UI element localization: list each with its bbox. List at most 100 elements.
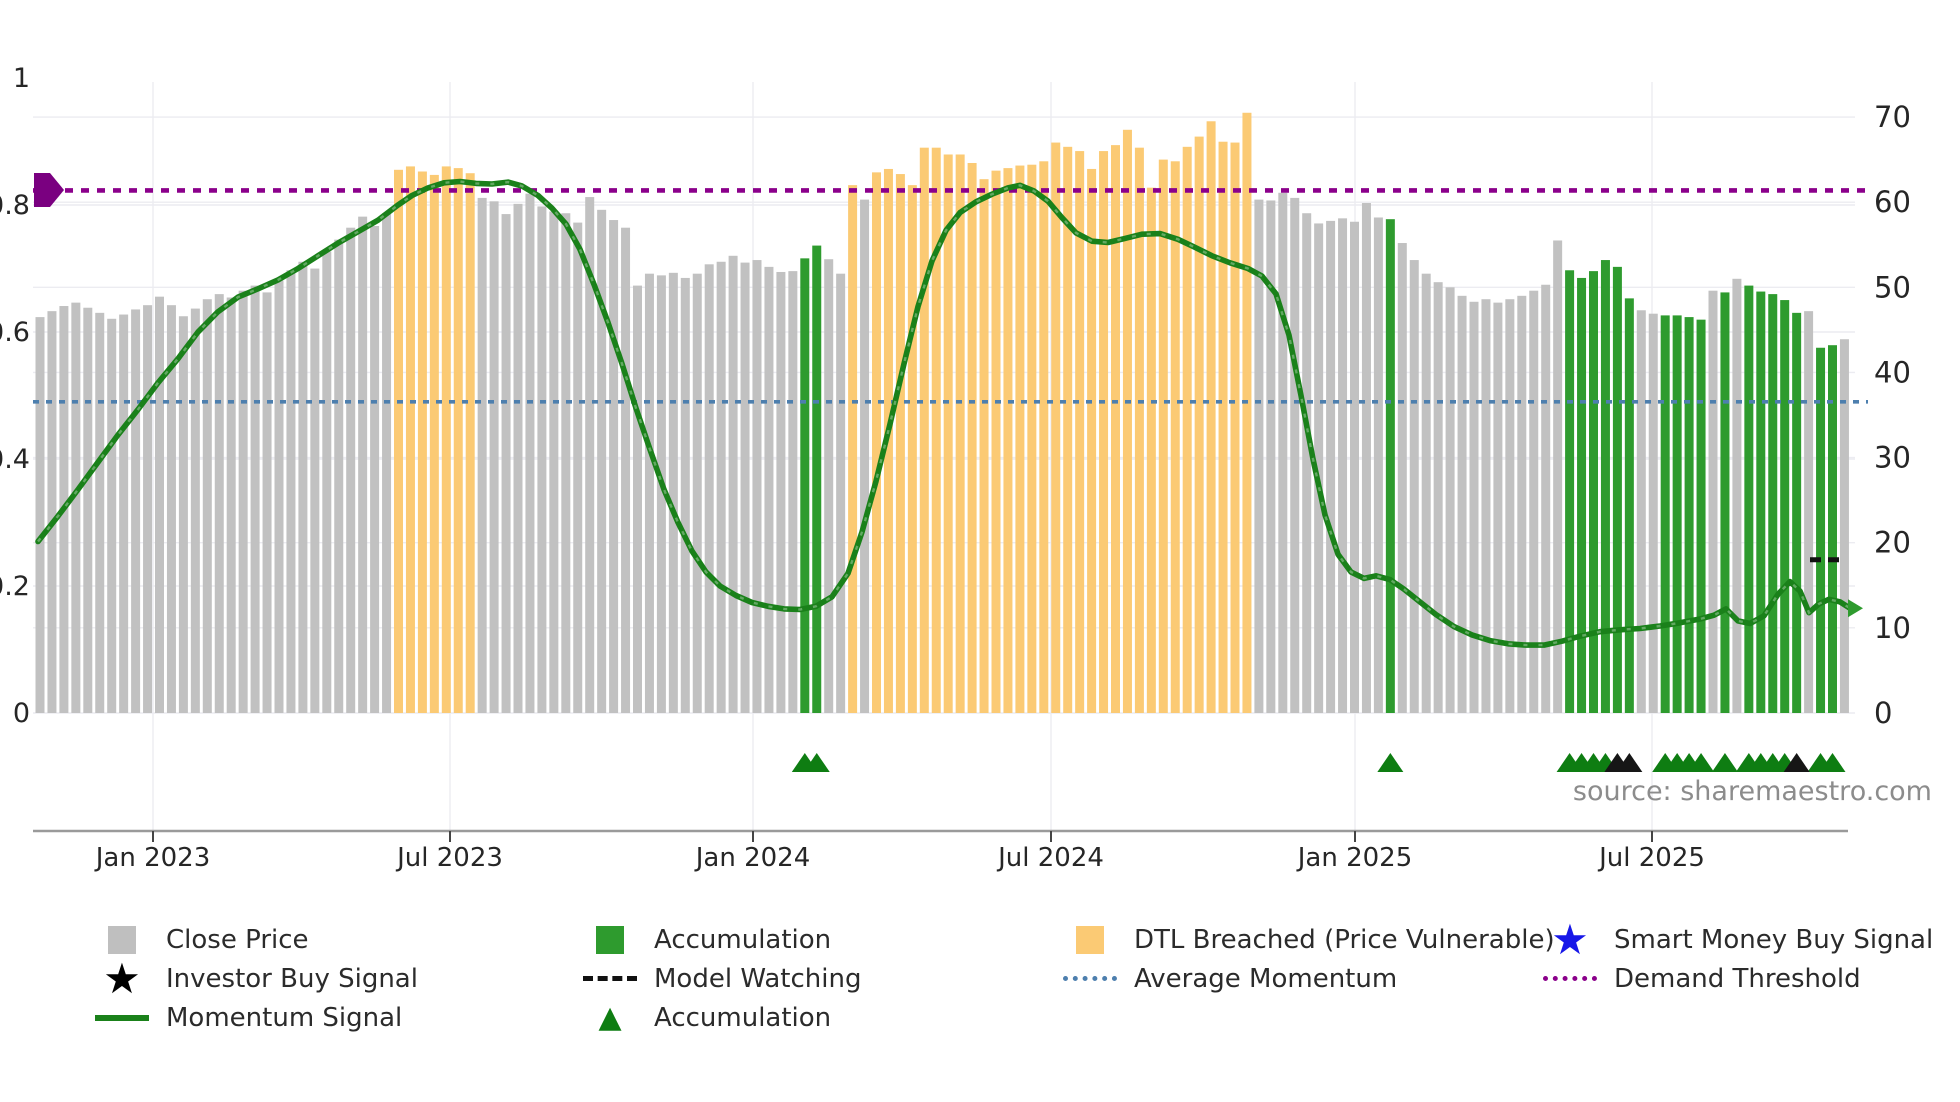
price-bar — [1648, 313, 1658, 713]
x-axis: Jan 2023 Jul 2023 Jan 2024 Jul 2024 Jan 2025… — [33, 829, 1848, 873]
price-bar — [1385, 219, 1395, 714]
price-bar — [513, 203, 523, 713]
price-bar — [1158, 159, 1168, 714]
price-bar — [1338, 218, 1348, 713]
price-bar — [155, 296, 164, 713]
price-bar — [358, 216, 368, 714]
price-bar — [322, 251, 332, 713]
right-axis-tick-label: 20 — [1874, 526, 1911, 560]
price-bar — [1481, 299, 1491, 713]
accumulation-triangle-icon — [1819, 753, 1846, 772]
signal-marker-row — [791, 753, 1846, 772]
price-bar — [1505, 299, 1515, 713]
price-bar — [549, 211, 559, 714]
legend-column-3: DTL Breached (Price Vulnerable) Average M… — [1060, 920, 1555, 998]
x-tick-label: Jul 2023 — [395, 843, 503, 873]
price-bar — [298, 261, 308, 713]
price-bar — [1218, 141, 1228, 714]
price-bar — [895, 174, 905, 714]
price-bar — [477, 197, 487, 713]
legend-item: Momentum Signal — [92, 998, 418, 1037]
x-tick-label: Jan 2025 — [1296, 843, 1413, 873]
x-tick-label: Jul 2025 — [1597, 843, 1705, 873]
price-bar — [931, 147, 941, 713]
price-bar — [35, 317, 45, 713]
price-bar — [776, 271, 786, 713]
left-axis-tick-label: 0.4 — [0, 444, 30, 475]
black-star-icon: ★ — [103, 953, 141, 1003]
price-bar — [1612, 266, 1622, 713]
price-bar — [1433, 282, 1443, 713]
left-axis-tick-label: 0.6 — [0, 317, 30, 348]
price-bar — [848, 185, 858, 713]
price-bar — [274, 280, 284, 713]
right-axis-tick-label: 10 — [1874, 611, 1911, 645]
price-bar — [382, 213, 392, 713]
price-bar — [812, 245, 822, 713]
price-bar — [955, 154, 965, 714]
price-bar — [334, 239, 344, 714]
price-bar — [1350, 221, 1359, 714]
price-bar — [107, 318, 117, 713]
left-axis-labels: 0 0.2 0.4 0.6 0.8 1 — [0, 63, 30, 729]
price-bar — [238, 290, 248, 713]
price-bar — [441, 166, 451, 714]
price-bar — [1302, 213, 1312, 713]
price-bar — [1768, 294, 1778, 713]
price-bar — [764, 266, 774, 713]
price-bar — [178, 316, 188, 713]
price-bar — [644, 273, 654, 713]
price-bar — [1027, 164, 1037, 714]
price-bar — [1063, 146, 1073, 714]
price-bar — [1206, 121, 1216, 714]
price-bar — [489, 201, 499, 713]
legend-label: Model Watching — [654, 963, 862, 994]
right-axis-tick-label: 40 — [1874, 355, 1911, 389]
price-bar — [585, 197, 595, 713]
price-bar — [1577, 277, 1587, 713]
price-bar — [1326, 220, 1336, 713]
accumulation-triangle-icon — [1688, 753, 1715, 772]
price-bar — [1278, 192, 1288, 713]
price-bar — [1792, 312, 1802, 713]
price-bar — [537, 206, 547, 714]
green-line-icon — [95, 1014, 149, 1021]
price-bar — [1565, 270, 1575, 713]
gray-square-icon — [92, 925, 152, 954]
price-bar — [788, 271, 798, 713]
price-bar — [310, 268, 320, 713]
price-bar — [370, 225, 380, 713]
price-bar — [166, 305, 176, 713]
price-bar — [1003, 168, 1013, 713]
price-bar — [740, 262, 750, 713]
price-bar — [1134, 147, 1144, 713]
momentum-end-arrow-icon — [1848, 599, 1863, 618]
price-bar — [417, 171, 427, 714]
price-bar — [1660, 315, 1670, 713]
price-bar — [1804, 311, 1814, 713]
legend-label: Momentum Signal — [166, 1002, 403, 1033]
legend-item: Demand Threshold — [1540, 959, 1933, 998]
price-bar — [1541, 284, 1551, 713]
right-axis-tick-label: 30 — [1874, 441, 1911, 475]
chart-canvas: Jan 2023 Jul 2023 Jan 2024 Jul 2024 Jan 2025… — [0, 63, 1932, 873]
legend-item: Accumulation — [580, 920, 861, 959]
right-axis-tick-label: 70 — [1874, 100, 1911, 134]
price-bar — [860, 199, 870, 713]
legend-label: Close Price — [166, 924, 309, 955]
price-bar — [262, 292, 272, 713]
price-bar — [597, 209, 607, 713]
green-line-icon — [92, 1014, 152, 1021]
x-tick-label: Jan 2023 — [94, 843, 211, 873]
green-triangle-icon: ▲ — [598, 999, 622, 1035]
price-bar — [1314, 223, 1324, 713]
price-bar — [1636, 310, 1646, 713]
accumulation-triangle-icon — [1377, 753, 1404, 772]
legend-label: Accumulation — [654, 1002, 832, 1033]
price-bar — [1744, 285, 1754, 713]
price-bar — [1397, 243, 1407, 713]
price-bar — [1457, 295, 1467, 713]
price-bar — [919, 147, 929, 713]
price-bar — [1242, 112, 1252, 713]
price-bar — [907, 185, 917, 713]
